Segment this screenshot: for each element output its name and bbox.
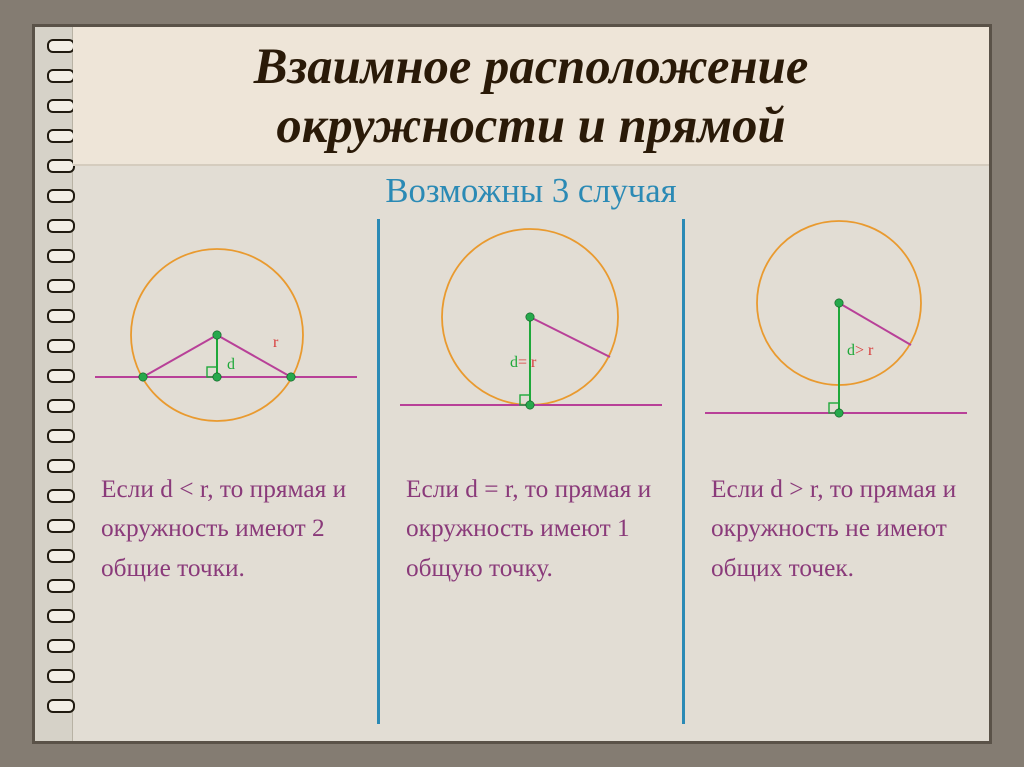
divider-1 <box>377 219 380 724</box>
case-3-desc: Если d > r, то прямая и окружность не им… <box>711 470 965 588</box>
cases-row: rd Если d < r, то прямая и окружность им… <box>73 217 989 724</box>
title-line-1: Взаимное расположение <box>254 38 809 94</box>
divider-2 <box>682 219 685 724</box>
case-2-desc: Если d = r, то прямая и окружность имеют… <box>406 470 660 588</box>
svg-text:d: d <box>227 356 235 373</box>
subtitle: Возможны 3 случая <box>73 172 989 211</box>
page-title: Взаимное расположение окружности и прямо… <box>85 37 977 157</box>
case-2: d= r Если d = r, то прямая и окружность … <box>392 217 670 724</box>
svg-text:d= r: d= r <box>510 354 537 371</box>
title-line-2: окружности и прямой <box>276 97 785 153</box>
spiral-binding <box>35 27 73 741</box>
case-1-desc: Если d < r, то прямая и окружность имеют… <box>101 470 355 588</box>
case-1: rd Если d < r, то прямая и окружность им… <box>87 217 365 724</box>
diagram-1: rd <box>87 217 365 437</box>
case-3: d> r Если d > r, то прямая и окружность … <box>697 217 975 724</box>
titlebar: Взаимное расположение окружности и прямо… <box>73 27 989 167</box>
slide-content: Взаимное расположение окружности и прямо… <box>73 27 989 741</box>
diagram-3: d> r <box>697 217 975 437</box>
notebook-frame: Взаимное расположение окружности и прямо… <box>32 24 992 744</box>
svg-text:d> r: d> r <box>847 342 874 359</box>
svg-text:r: r <box>273 334 279 351</box>
diagram-2: d= r <box>392 217 670 437</box>
